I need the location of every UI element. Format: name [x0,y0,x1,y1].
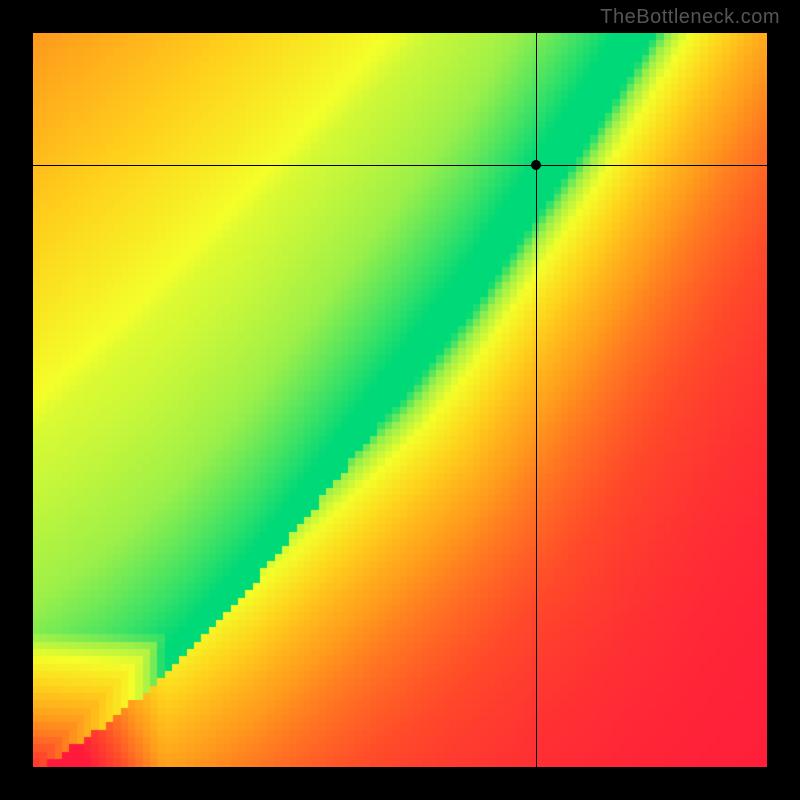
plot-area [33,33,767,767]
watermark-text: TheBottleneck.com [600,6,780,29]
crosshair-marker [531,160,541,170]
heatmap-canvas [33,33,767,767]
crosshair-horizontal [33,165,767,166]
crosshair-vertical [536,33,537,767]
figure-root: TheBottleneck.com [0,0,800,800]
